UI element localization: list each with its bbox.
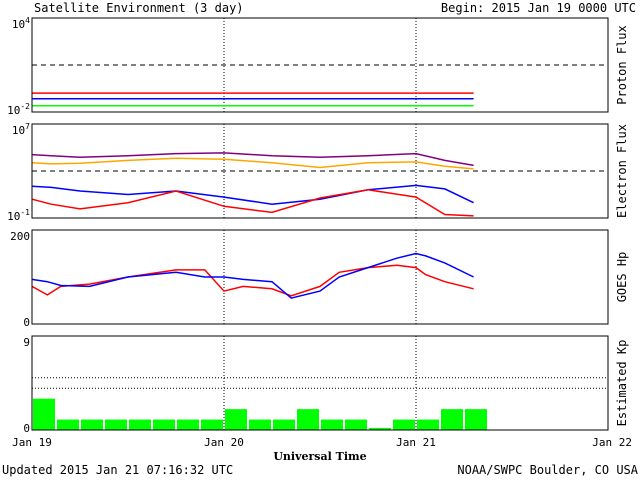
kp-bar	[441, 409, 463, 430]
y-axis-label: Estimated Kp	[615, 340, 629, 427]
kp-bar	[393, 419, 415, 430]
y-tick-label-bottom: 0	[23, 422, 30, 435]
series-line-blue	[31, 184, 474, 205]
panel-electron: 107 10-1 Electron Flux	[7, 122, 629, 223]
series-line-blue	[31, 252, 474, 299]
y-axis-label: Proton Flux	[615, 25, 629, 104]
begin-label: Begin: 2015 Jan 19 0000 UTC	[441, 1, 636, 15]
x-tick-label: Jan 20	[204, 436, 244, 449]
x-tick-label: Jan 19	[12, 436, 52, 449]
y-tick-label-top: 107	[12, 122, 30, 137]
x-axis-title: Universal Time	[273, 450, 366, 463]
kp-bar	[201, 419, 223, 430]
kp-bar	[177, 419, 199, 430]
x-axis-ticks: Jan 19 Jan 20 Jan 21 Jan 22	[12, 436, 632, 449]
kp-bar	[465, 409, 487, 430]
panel-hp: 200 0 GOES Hp	[10, 229, 629, 329]
kp-bar	[249, 419, 271, 430]
y-axis-label: Electron Flux	[615, 124, 629, 218]
panel-frame	[31, 229, 609, 325]
x-tick-label: Jan 22	[592, 436, 632, 449]
y-tick-label-bottom: 10-1	[7, 208, 30, 223]
kp-bar	[345, 419, 367, 430]
series-line-red	[31, 264, 474, 297]
y-tick-label-top: 104	[12, 16, 30, 31]
kp-bar	[57, 419, 79, 430]
kp-bar	[297, 409, 319, 430]
kp-bar	[225, 409, 247, 430]
kp-bar	[153, 419, 175, 430]
series-line-orange	[31, 157, 474, 170]
panel-kp: 9 0 Estimated Kp	[23, 335, 629, 435]
updated-label: Updated 2015 Jan 21 07:16:32 UTC	[2, 463, 233, 477]
panel-frame	[31, 123, 609, 219]
chart-title: Satellite Environment (3 day)	[34, 1, 244, 15]
panel-frame	[31, 17, 609, 113]
y-tick-label-bottom: 0	[23, 316, 30, 329]
x-tick-label: Jan 21	[396, 436, 436, 449]
kp-bar	[105, 419, 127, 430]
y-tick-label-bottom: 10-2	[7, 102, 30, 117]
kp-bar	[369, 427, 391, 430]
credit-label: NOAA/SWPC Boulder, CO USA	[457, 463, 638, 477]
kp-bar	[417, 419, 439, 430]
y-tick-label-top: 200	[10, 230, 30, 243]
kp-bar	[33, 398, 55, 430]
kp-bar	[321, 419, 343, 430]
kp-bar	[81, 419, 103, 430]
panels: 104 10-2 Proton Flux 107 10-1 Electron Flux 20…	[7, 16, 629, 435]
panel-frame	[31, 335, 609, 431]
kp-bar	[129, 419, 151, 430]
panel-proton: 104 10-2 Proton Flux	[7, 16, 629, 117]
kp-bar	[273, 419, 295, 430]
y-axis-label: GOES Hp	[615, 252, 629, 303]
y-tick-label-top: 9	[23, 336, 30, 349]
series-line-purple	[31, 152, 474, 167]
series-line-red	[31, 189, 474, 217]
